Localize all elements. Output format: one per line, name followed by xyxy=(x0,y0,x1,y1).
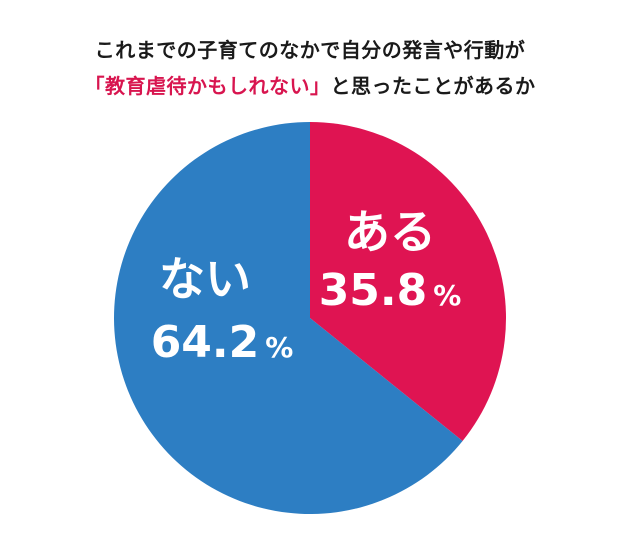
title-line2-text: と思ったことがあるか xyxy=(330,74,536,98)
slice-label-name-yes: ある xyxy=(344,205,436,259)
chart-title-line1: これまでの子育てのなかで自分の発言や行動が xyxy=(0,34,620,63)
slice-label-name-no: ない xyxy=(159,252,251,306)
pie-labels: ある 35.8 % ない 64.2% xyxy=(151,205,462,368)
title-line1-text: これまでの子育てのなかで自分の発言や行動が xyxy=(94,38,526,62)
pie-slice-no xyxy=(113,122,463,515)
slice-label-value-no: 64.2% xyxy=(151,317,294,368)
slice-label-value-yes: 35.8% xyxy=(319,265,462,316)
pie-slice-yes xyxy=(310,122,506,442)
pie-slices xyxy=(113,122,506,515)
title-emphasis: 「教育虐待かもしれない」 xyxy=(84,74,331,98)
chart-title-line2: 「教育虐待かもしれない」と思ったことがあるか xyxy=(0,70,620,99)
